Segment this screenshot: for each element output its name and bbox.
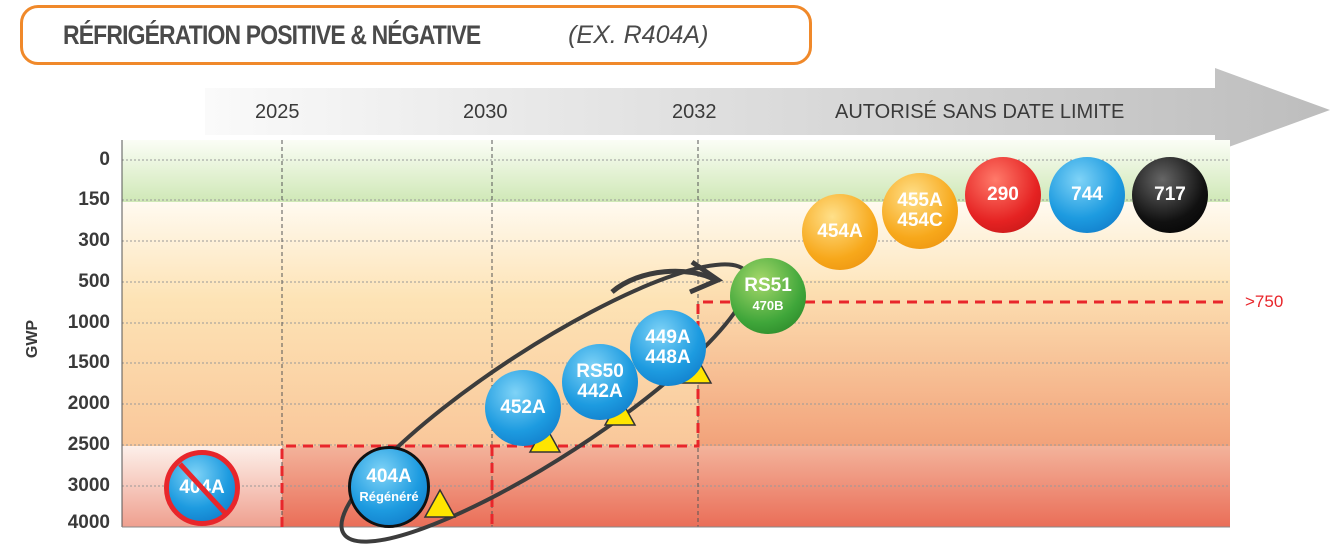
label: 717 — [1154, 184, 1186, 205]
y-tick: 300 — [78, 230, 110, 251]
label: 744 — [1071, 184, 1103, 205]
refrigerant-452a: 452A — [485, 370, 561, 446]
label: RS50 — [576, 361, 624, 382]
refrigerant-290: 290 — [965, 157, 1041, 233]
year-2025: 2025 — [255, 101, 300, 123]
refrigerant-717: 717 — [1132, 157, 1208, 233]
refrigerant-404a-banned: 404A — [164, 450, 240, 526]
y-tick: 1000 — [67, 312, 110, 333]
label: 454C — [897, 210, 943, 231]
y-axis-label: GWP — [24, 319, 42, 359]
timeline-arrow — [205, 68, 1330, 152]
refrigerant-449a: 449A 448A — [630, 310, 706, 386]
y-tick: 4000 — [67, 512, 110, 533]
label: 448A — [645, 347, 691, 368]
refrigerant-454a: 454A — [802, 194, 878, 270]
y-tick: 500 — [78, 271, 110, 292]
refrigerant-404a-regenerated: 404A Régénéré — [348, 446, 430, 528]
threshold-label: >750 — [1245, 292, 1284, 311]
year-2032: 2032 — [672, 101, 717, 123]
label: 404A — [366, 466, 412, 487]
refrigerant-744: 744 — [1049, 157, 1125, 233]
refrigerant-455a: 455A 454C — [882, 173, 958, 249]
y-tick: 2500 — [67, 434, 110, 455]
y-tick: 0 — [99, 149, 110, 170]
y-tick: 150 — [78, 189, 110, 210]
year-2030: 2030 — [463, 101, 508, 123]
title: RÉFRIGÉRATION POSITIVE & NÉGATIVE — [63, 19, 481, 50]
label: 452A — [500, 397, 546, 418]
threshold-lines — [280, 300, 1230, 527]
refrigerant-rs51: RS51 470B — [730, 258, 806, 334]
y-tick: 1500 — [67, 352, 110, 373]
subtitle: (EX. R404A) — [568, 20, 709, 49]
label: 454A — [817, 221, 863, 242]
y-tick: 3000 — [67, 475, 110, 496]
title-box: RÉFRIGÉRATION POSITIVE & NÉGATIVE (EX. R… — [20, 5, 812, 65]
y-tick: 2000 — [67, 393, 110, 414]
label: 290 — [987, 184, 1019, 205]
year-lines — [281, 140, 699, 527]
prohibited-icon — [178, 462, 228, 516]
unlimited-label: AUTORISÉ SANS DATE LIMITE — [835, 101, 1125, 123]
label: RS51 — [744, 275, 792, 296]
sublabel: Régénéré — [359, 489, 419, 504]
label: 455A — [897, 190, 943, 211]
label: 442A — [577, 381, 623, 402]
sublabel: 470B — [752, 298, 784, 313]
refrigerant-rs50: RS50 442A — [562, 344, 638, 420]
label: 449A — [645, 327, 691, 348]
